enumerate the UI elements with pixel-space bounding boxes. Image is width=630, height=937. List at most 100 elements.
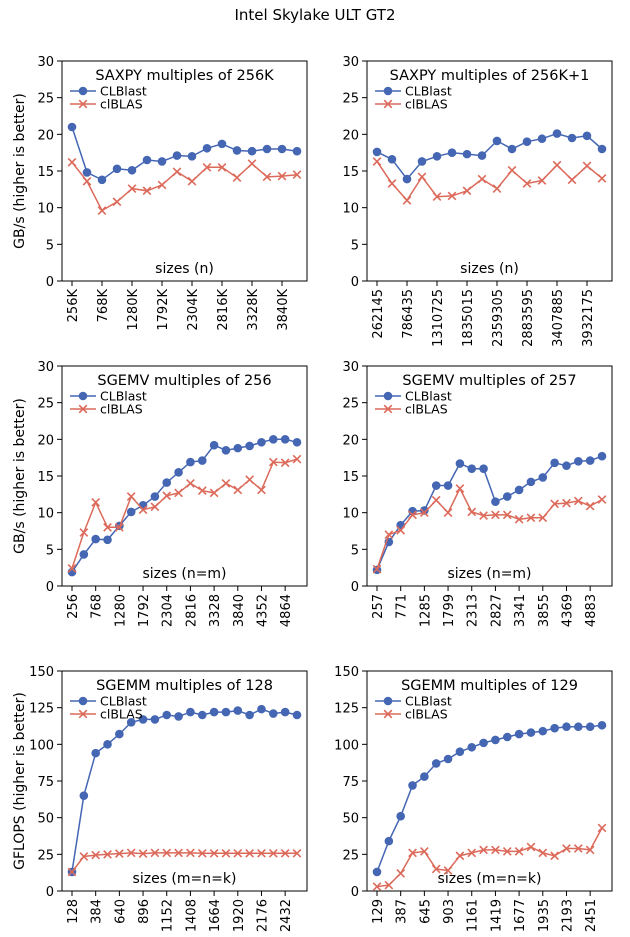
data-point [221, 446, 231, 455]
data-point [127, 184, 137, 193]
data-point [432, 192, 442, 202]
data-point [550, 458, 559, 468]
data-point [262, 144, 272, 154]
x-tick-label: 256K [66, 289, 81, 323]
x-tick-label: 3407885 [551, 289, 566, 347]
data-point [197, 456, 207, 465]
data-point [269, 709, 278, 718]
series-clblast [67, 704, 302, 877]
series-clblast [372, 129, 607, 184]
data-point [384, 530, 394, 540]
y-tick-label: 15 [37, 165, 54, 180]
x-axis-label: sizes (n=m) [447, 566, 531, 582]
data-point [202, 143, 212, 153]
data-point [245, 710, 254, 720]
y-tick-label: 10 [342, 202, 359, 217]
data-point [245, 441, 254, 451]
legend-marker [78, 391, 88, 401]
data-point [268, 457, 278, 467]
data-point [582, 131, 592, 141]
data-point [233, 706, 243, 715]
chart-panel-6: 0 25 50 75 100 125 150 129 387 645 903 1161 1419 1677… [334, 665, 613, 932]
data-point [172, 151, 182, 160]
data-point [138, 505, 148, 515]
x-tick-label: 384 [90, 899, 105, 924]
data-point [562, 844, 571, 853]
x-tick-label: 2304 [161, 594, 176, 627]
data-point [247, 146, 257, 156]
panel-title: SGEMM multiples of 128 [96, 678, 273, 694]
x-tick-label: 1280K [126, 289, 141, 331]
plot-frame [61, 60, 308, 282]
y-axis-label: GFLOPS (higher is better) [12, 692, 28, 870]
data-point [127, 165, 137, 175]
x-tick-label: 2827 [489, 594, 504, 627]
series-line [376, 486, 603, 570]
x-tick-label: 2816 [184, 594, 199, 627]
legend-label: CLBlast [405, 694, 452, 709]
data-point [582, 161, 592, 171]
series-clblas [67, 157, 302, 215]
chart-panel-2: 0 5 10 15 20 25 30 262145 786435 1310725 1835015 23… [342, 55, 613, 347]
y-tick-label: 25 [342, 92, 359, 107]
y-tick-label: 20 [342, 433, 359, 448]
panel-title: SGEMV multiples of 257 [402, 373, 576, 389]
data-point [126, 718, 136, 727]
data-point [112, 164, 122, 174]
data-point [396, 525, 406, 535]
x-tick-label: 1408 [184, 899, 199, 932]
data-point [402, 195, 412, 205]
data-point [408, 510, 417, 520]
series-line [71, 438, 298, 573]
data-point [103, 535, 112, 545]
x-tick-label: 4369 [560, 594, 575, 627]
legend-marker [383, 709, 393, 719]
data-point [67, 157, 77, 167]
data-point [492, 136, 502, 146]
plot-frame [61, 365, 308, 587]
data-point [522, 137, 532, 146]
data-point [455, 747, 465, 756]
x-tick-label: 3328 [208, 594, 223, 627]
series-line [71, 458, 298, 569]
y-tick-label: 150 [334, 665, 359, 680]
data-point [585, 845, 595, 855]
series-clblast [67, 435, 302, 577]
x-tick-label: 1792K [156, 289, 171, 331]
data-point [280, 848, 290, 858]
y-tick-label: 5 [351, 543, 359, 558]
x-tick-label: 3855 [537, 594, 552, 627]
x-tick-label: 2193 [560, 899, 575, 932]
legend-marker [78, 99, 88, 109]
y-tick-label: 10 [37, 202, 54, 217]
data-point [268, 848, 278, 858]
legend-label: CLBlast [100, 694, 147, 709]
data-point [526, 477, 536, 487]
data-point [585, 456, 595, 465]
x-tick-label: 1677 [513, 899, 528, 932]
data-point [221, 848, 231, 858]
y-axis-label: GB/s (higher is better) [12, 93, 28, 249]
data-point [538, 473, 548, 482]
data-point [417, 172, 427, 182]
chart-panel-1: 0 5 10 15 20 25 30 256K 768K 1280K 1792K 2304K 2816K… [12, 55, 308, 331]
data-point [550, 723, 559, 733]
data-point [142, 186, 152, 196]
x-tick-label: 3341 [513, 594, 528, 627]
data-point [82, 176, 92, 186]
legend-label: clBLAS [100, 707, 143, 722]
plot-frame [366, 670, 613, 892]
y-tick-label: 125 [334, 702, 359, 717]
data-point [257, 485, 266, 495]
data-point [455, 484, 465, 493]
data-point [103, 849, 112, 859]
panel-title: SGEMM multiples of 129 [401, 678, 578, 694]
data-point [467, 742, 477, 752]
data-point [597, 451, 607, 461]
y-tick-label: 5 [351, 238, 359, 253]
data-point [209, 440, 219, 450]
